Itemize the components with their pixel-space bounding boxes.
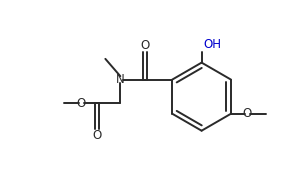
Text: N: N: [116, 73, 125, 86]
Text: O: O: [140, 39, 149, 52]
Text: O: O: [242, 107, 252, 120]
Text: OH: OH: [203, 38, 221, 51]
Text: O: O: [77, 97, 86, 110]
Text: O: O: [93, 129, 102, 142]
